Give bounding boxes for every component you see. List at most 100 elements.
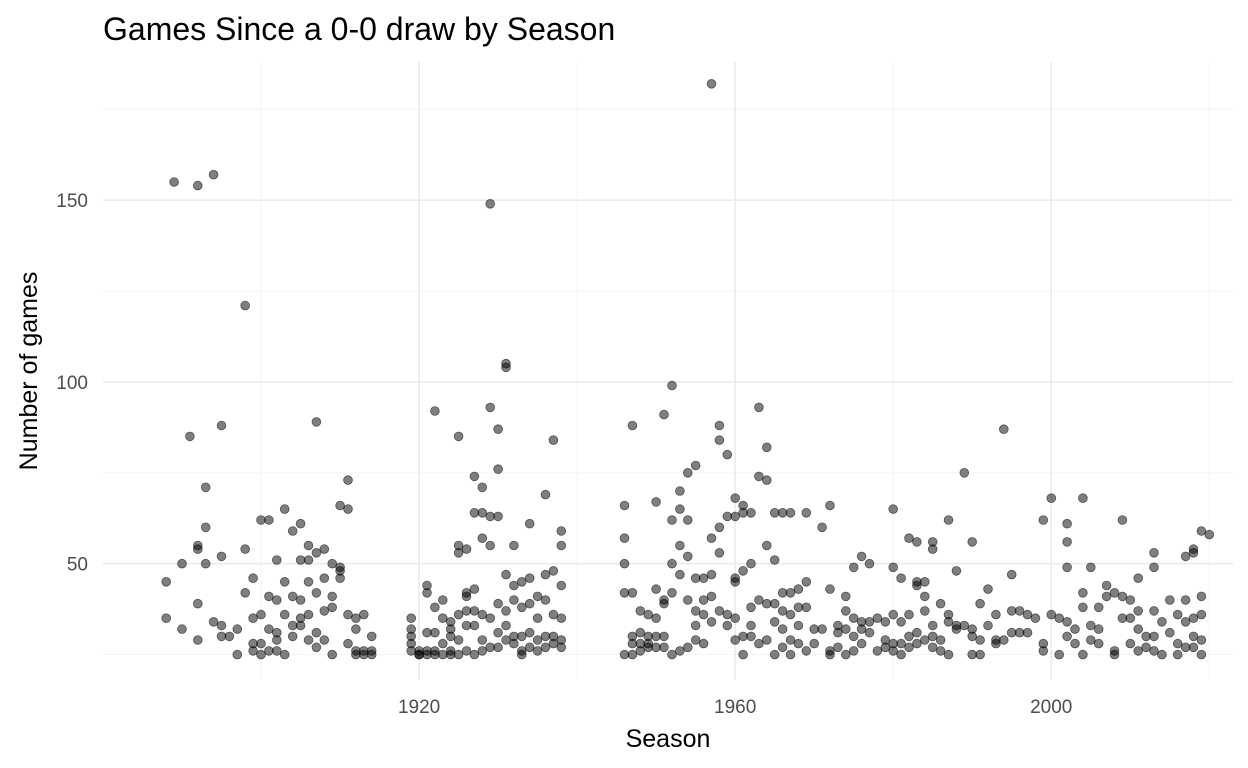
data-point [872, 613, 883, 623]
x-tick-label: 1920 [398, 697, 440, 718]
data-point [232, 624, 243, 634]
data-point [532, 591, 543, 602]
data-point [706, 79, 717, 89]
data-point [951, 566, 962, 576]
data-point [548, 609, 559, 620]
data-point [477, 609, 488, 620]
data-point [216, 420, 227, 431]
data-point [785, 649, 796, 660]
data-point [169, 177, 179, 187]
data-point [746, 620, 756, 631]
data-point [675, 646, 685, 656]
data-point [1133, 624, 1143, 634]
data-point [1109, 587, 1120, 598]
data-point [485, 402, 496, 413]
data-point [651, 613, 661, 623]
data-point [264, 591, 274, 602]
data-point [769, 598, 780, 609]
data-point [279, 649, 290, 660]
data-point [556, 580, 567, 591]
data-point [698, 595, 709, 605]
data-point [524, 573, 535, 583]
data-point [619, 649, 630, 660]
data-point [493, 464, 503, 475]
data-point [927, 620, 938, 631]
data-point [193, 635, 203, 645]
data-point [722, 449, 733, 460]
data-point [1070, 638, 1080, 649]
data-point [1078, 493, 1088, 504]
data-point [1006, 627, 1017, 638]
data-point [279, 609, 290, 620]
data-point [1006, 606, 1017, 616]
data-point [193, 598, 203, 609]
y-tick-label: 150 [56, 191, 88, 212]
y-tick-label: 50 [67, 555, 88, 576]
data-point [722, 609, 733, 620]
data-point [216, 620, 227, 631]
data-point [295, 595, 306, 605]
data-point [311, 417, 322, 427]
data-point [919, 591, 930, 602]
data-point [793, 584, 804, 594]
data-point [667, 380, 677, 391]
data-point [722, 620, 733, 631]
data-point [761, 442, 772, 453]
data-point [959, 467, 970, 478]
data-point [493, 627, 503, 638]
data-point [295, 555, 306, 565]
data-point [698, 638, 709, 649]
data-point [516, 576, 527, 587]
data-point [777, 606, 788, 616]
data-point [888, 562, 898, 573]
data-point [667, 587, 677, 598]
data-point [216, 551, 227, 562]
data-point [1133, 646, 1143, 656]
data-point [477, 635, 488, 645]
data-point [540, 595, 551, 605]
data-point [224, 631, 235, 642]
data-point [461, 591, 472, 602]
data-point [667, 558, 677, 569]
data-point [509, 540, 519, 551]
data-point [469, 584, 480, 594]
data-point [461, 646, 472, 656]
data-point [548, 435, 559, 445]
data-point [627, 649, 638, 660]
data-point [248, 613, 258, 623]
data-point [1157, 649, 1167, 660]
data-point [524, 518, 535, 529]
data-point [714, 606, 725, 616]
data-point [761, 635, 772, 645]
data-point [366, 649, 377, 660]
data-point [856, 551, 867, 562]
data-point [319, 573, 330, 583]
data-point [430, 649, 440, 660]
data-point [303, 540, 314, 551]
data-point [1165, 627, 1175, 638]
x-tick-label: 1960 [714, 697, 756, 718]
data-point [643, 642, 653, 653]
data-point [1133, 573, 1143, 583]
data-point [840, 649, 851, 660]
data-point [343, 475, 353, 485]
data-point [667, 649, 677, 660]
data-point [651, 584, 661, 594]
data-point [366, 631, 377, 642]
data-point [754, 471, 764, 482]
data-point [406, 613, 417, 623]
data-point [738, 566, 748, 576]
data-point [777, 642, 788, 653]
data-point [200, 558, 211, 569]
data-point [793, 602, 804, 613]
data-point [975, 598, 985, 609]
data-point [501, 635, 511, 645]
data-point [1149, 547, 1159, 558]
data-point [967, 649, 977, 660]
data-point [935, 646, 946, 656]
data-point [256, 638, 266, 649]
x-axis-ticks: 1920 1960 2000 [398, 697, 1072, 718]
data-point [1188, 631, 1199, 642]
data-point [422, 627, 432, 638]
data-point [1086, 635, 1096, 645]
